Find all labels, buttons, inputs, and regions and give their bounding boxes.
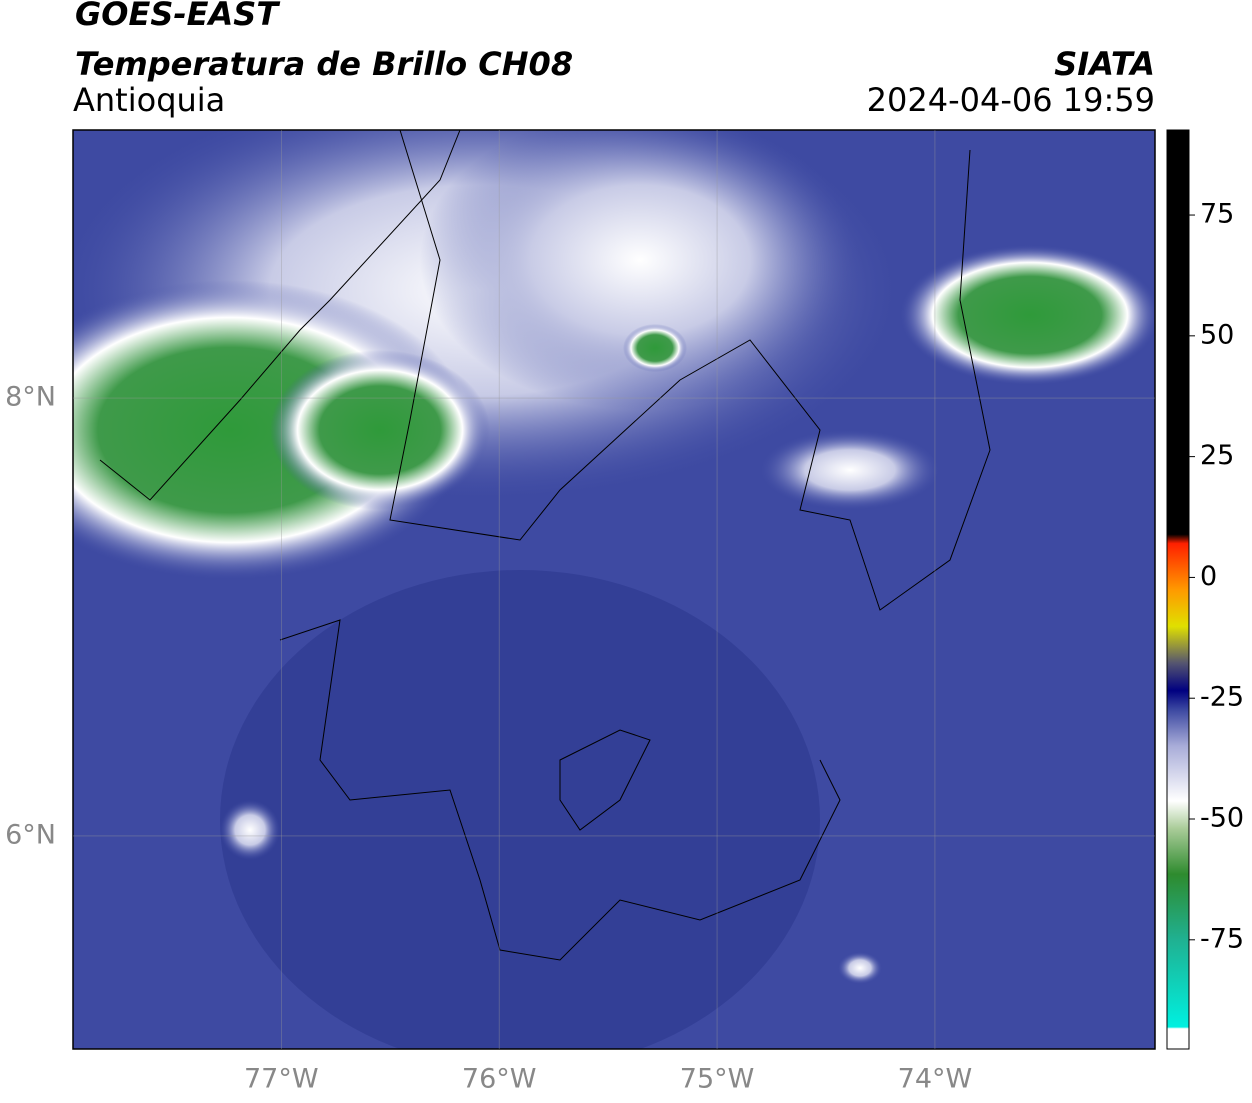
x-tick-label: 76°W [462, 1064, 537, 1095]
colorbar-tick-label: -25 [1200, 682, 1244, 713]
subtitle: Temperatura de Brillo CH08 [75, 45, 573, 83]
title: GOES-EAST [75, 0, 280, 33]
datetime: 2024-04-06 19:59 [867, 81, 1155, 119]
colorbar-tick-label: 50 [1200, 319, 1234, 350]
colorbar-tick-label: -75 [1200, 923, 1244, 954]
region: Antioquia [73, 81, 225, 119]
x-tick-label: 75°W [680, 1064, 755, 1095]
colorbar-tick-label: 25 [1200, 440, 1234, 471]
x-tick-label: 74°W [898, 1064, 973, 1095]
map-image [73, 130, 1155, 1049]
map-frame [72, 129, 1156, 1050]
y-tick-label: 8°N [5, 382, 56, 413]
colorbar [1166, 129, 1190, 1050]
y-tick-label: 6°N [5, 819, 56, 850]
colorbar-tick-label: -50 [1200, 803, 1244, 834]
colorbar-tick-label: 0 [1200, 561, 1217, 592]
colorbar-tick-label: 75 [1200, 199, 1234, 230]
x-tick-label: 77°W [244, 1064, 319, 1095]
source: SIATA [1054, 45, 1155, 83]
